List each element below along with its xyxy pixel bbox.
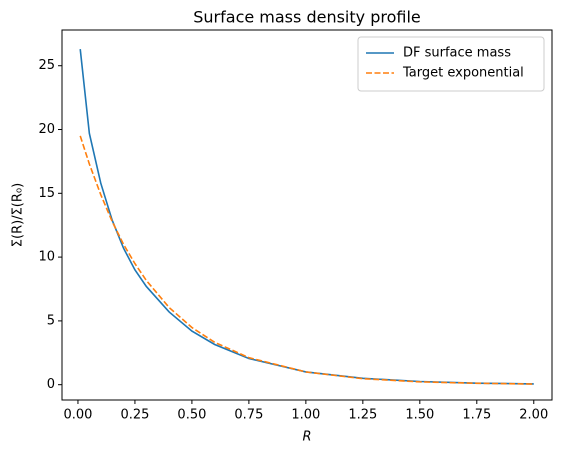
x-tick-label: 0.25 bbox=[120, 408, 149, 423]
y-tick-label: 5 bbox=[47, 313, 55, 328]
y-tick-label: 25 bbox=[38, 58, 55, 73]
legend-label: DF surface mass bbox=[403, 46, 511, 61]
x-tick-label: 2.00 bbox=[519, 408, 548, 423]
x-tick-label: 1.75 bbox=[462, 408, 491, 423]
y-tick-label: 0 bbox=[47, 377, 55, 392]
x-tick-label: 0.00 bbox=[63, 408, 92, 423]
x-axis-label: R bbox=[302, 430, 311, 445]
legend: DF surface mass Target exponential bbox=[357, 36, 545, 92]
y-axis-label: Σ(R)/Σ(R₀) bbox=[11, 183, 26, 247]
x-tick-label: 0.50 bbox=[177, 408, 206, 423]
data-line bbox=[79, 49, 534, 385]
x-tick-label: 1.00 bbox=[291, 408, 320, 423]
y-tick-label: 20 bbox=[38, 122, 55, 137]
x-tick-label: 0.75 bbox=[234, 408, 263, 423]
legend-box bbox=[357, 36, 545, 92]
x-tick-label: 1.50 bbox=[405, 408, 434, 423]
y-tick-label: 15 bbox=[38, 186, 55, 201]
data-line bbox=[79, 135, 534, 385]
legend-label: Target exponential bbox=[402, 66, 524, 81]
x-tick-label: 1.25 bbox=[348, 408, 377, 423]
chart-title: Surface mass density profile bbox=[193, 8, 420, 27]
plot-frame bbox=[61, 29, 553, 401]
y-tick-label: 10 bbox=[38, 250, 55, 265]
